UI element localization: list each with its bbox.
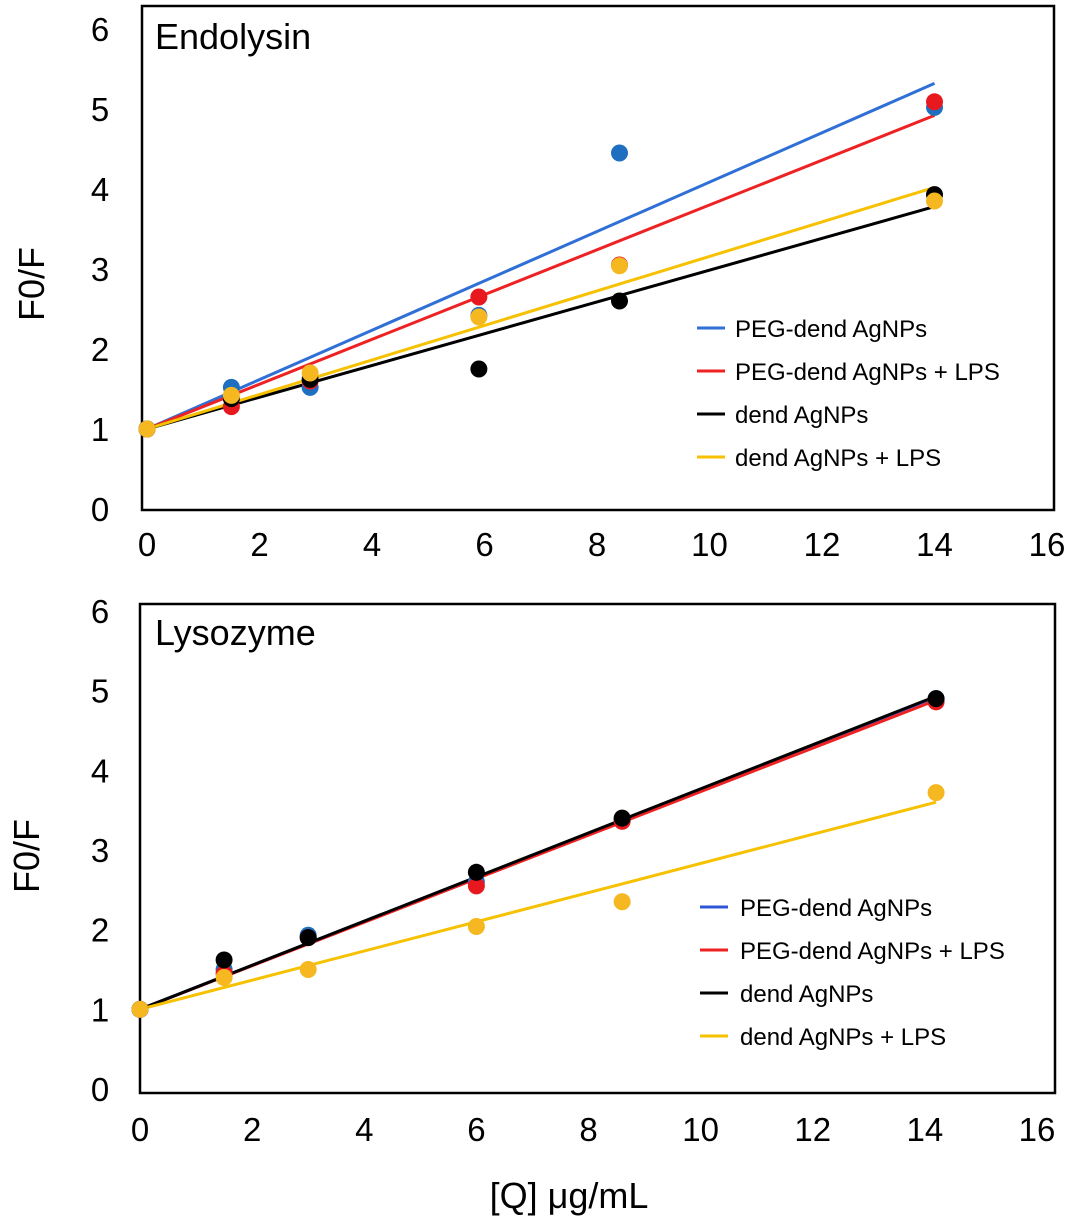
x-tick-label: 0	[138, 526, 156, 563]
data-point-dend-agnps-plus-lps	[927, 784, 945, 802]
fit-line-dend-agnps	[146, 205, 935, 431]
data-point-dend-agnps-plus-lps	[215, 968, 233, 986]
data-point-dend-agnps-plus-lps	[222, 386, 240, 404]
data-point-peg-dend-agnps-plus-lps	[470, 288, 488, 306]
x-tick-label: 6	[467, 1111, 485, 1148]
x-tick-label: 12	[804, 526, 841, 563]
x-tick-label: 4	[355, 1111, 373, 1148]
x-tick-label: 2	[250, 526, 268, 563]
fit-line-peg-dend-agnps-plus-lps	[146, 114, 936, 431]
y-tick-label: 0	[91, 491, 109, 528]
data-point-dend-agnps	[927, 690, 945, 708]
data-point-dend-agnps-plus-lps	[926, 192, 943, 210]
fit-line-dend-agnps-plus-lps	[139, 800, 937, 1011]
y-tick-label: 5	[91, 91, 109, 128]
x-tick-label: 2	[243, 1111, 261, 1148]
x-tick-label: 16	[1019, 1111, 1056, 1148]
endolysin-chart: 0 2 4 6 8 10 12 14 160123456F0/FEndolysinPEG-den…	[11, 4, 1066, 563]
plot-area-frame	[140, 4, 1056, 512]
data-point-dend-agnps-plus-lps	[301, 364, 319, 382]
legend-label: PEG-dend AgNPs + LPS	[735, 359, 1000, 386]
data-point-dend-agnps	[299, 929, 317, 947]
legend-label: PEG-dend AgNPs	[735, 316, 927, 343]
y-tick-label: 1	[91, 411, 109, 448]
legend-label: dend AgNPs	[735, 402, 868, 429]
x-tick-label: 16	[1029, 526, 1066, 563]
data-point-dend-agnps-plus-lps	[613, 893, 631, 911]
x-tick-label: 14	[916, 526, 953, 563]
data-point-dend-agnps	[215, 951, 233, 969]
data-point-dend-agnps	[467, 863, 485, 881]
x-tick-label: 0	[131, 1111, 149, 1148]
y-tick-label: 5	[91, 673, 109, 710]
legend-label: PEG-dend AgNPs + LPS	[740, 938, 1005, 965]
y-tick-label: 4	[91, 752, 109, 789]
legend-label: PEG-dend AgNPs	[740, 895, 932, 922]
y-tick-label: 6	[91, 11, 109, 48]
data-point-peg-dend-agnps-plus-lps	[467, 877, 485, 895]
y-axis-title: F0/F	[6, 819, 47, 893]
y-tick-label: 4	[91, 171, 109, 208]
data-point-peg-dend-agnps-plus-lps	[926, 93, 943, 111]
data-point-peg-dend-agnps	[611, 144, 628, 162]
data-point-dend-agnps-plus-lps	[467, 917, 485, 935]
x-tick-label: 10	[682, 1111, 719, 1148]
data-point-dend-agnps-plus-lps	[470, 308, 488, 326]
data-point-dend-agnps	[613, 809, 631, 827]
data-point-dend-agnps-plus-lps	[299, 961, 317, 978]
y-tick-label: 3	[91, 832, 109, 869]
data-point-dend-agnps-plus-lps	[138, 420, 156, 438]
data-point-dend-agnps-plus-lps	[611, 257, 628, 275]
data-point-dend-agnps	[611, 292, 628, 310]
x-tick-label: 14	[907, 1111, 944, 1148]
x-tick-label: 8	[579, 1111, 597, 1148]
panel-title: Lysozyme	[155, 612, 316, 653]
x-tick-label: 12	[794, 1111, 831, 1148]
x-tick-label: 6	[475, 526, 493, 563]
y-tick-label: 1	[91, 991, 109, 1028]
data-point-dend-agnps	[470, 360, 488, 378]
y-tick-label: 3	[91, 251, 109, 288]
legend-label: dend AgNPs	[740, 981, 873, 1008]
x-tick-label: 10	[691, 526, 728, 563]
panel-title: Endolysin	[155, 16, 311, 57]
legend-label: dend AgNPs + LPS	[740, 1024, 946, 1051]
plot-area-frame	[138, 602, 1057, 1095]
y-tick-label: 2	[91, 912, 109, 949]
y-axis-title: F0/F	[11, 247, 52, 321]
fit-line-dend-agnps	[139, 694, 937, 1011]
x-tick-label: 8	[588, 526, 606, 563]
y-tick-label: 0	[91, 1071, 109, 1108]
x-tick-label: 4	[363, 526, 381, 563]
y-tick-label: 6	[91, 593, 109, 630]
lysozyme-chart: 0 2 4 6 8 10 12 14 160123456F0/FLysozymePEG-dend…	[6, 593, 1057, 1148]
data-point-dend-agnps-plus-lps	[131, 1000, 149, 1018]
fit-line-peg-dend-agnps	[146, 82, 936, 431]
x-axis-title: [Q] μg/mL	[490, 1175, 649, 1216]
legend-label: dend AgNPs + LPS	[735, 445, 941, 472]
y-tick-label: 2	[91, 331, 109, 368]
fit-line-dend-agnps-plus-lps	[146, 185, 935, 431]
